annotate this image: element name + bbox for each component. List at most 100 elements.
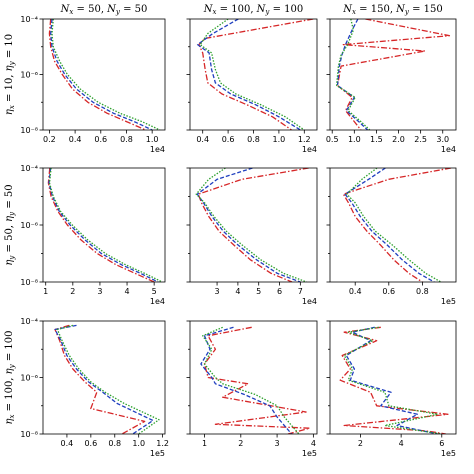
column-title-3-val-a: 150 — [371, 4, 390, 15]
panel-r2c2-series-2-line — [196, 168, 301, 282]
row-title-1-sym-b: η — [4, 65, 15, 71]
panel-r2c3-xtick-label-3: 0.8 — [416, 287, 429, 296]
panel-r3c1-xtick-label-5: 1.2 — [156, 439, 169, 448]
row-title-3-eq-b: = — [4, 350, 15, 365]
panel-r2c1-series-group — [47, 168, 163, 282]
row-title-2: ηy = 50, ηy = 50 — [4, 184, 16, 265]
panel-r2c1-ytick-label-2: 10⁻⁶ — [20, 221, 38, 230]
panel-r1c1-series-2-line — [50, 19, 153, 130]
panel-r3c1-ytick-label-1: 10⁻⁴ — [20, 317, 38, 326]
panel-r1c1-series-3-line — [51, 19, 161, 130]
row-title-2-eq-a: = — [4, 241, 15, 256]
row-title-2-sub-a: y — [8, 255, 16, 261]
row-title-1-comma: , — [4, 71, 15, 77]
panel-r2c3-series-group — [342, 168, 452, 282]
column-title-1-eq-b: = — [120, 4, 135, 15]
panel-r3c2-series-1-line — [203, 326, 311, 434]
column-title-2-sym-a: N — [203, 4, 214, 15]
panel-r1c2-xtick-label-3: 0.8 — [247, 135, 260, 144]
panel-r2c3-series-3-line — [346, 168, 442, 282]
panel-r3c2-xtick-label-1: 1 — [202, 439, 207, 448]
panel-r1c1-xtick-label-5: 1.0 — [146, 135, 159, 144]
panel-r3c1-series-group — [54, 324, 160, 434]
panel-r3c2-series-3-line — [202, 326, 300, 434]
panel-r1c1-xtick-label-1: 0.2 — [43, 135, 56, 144]
panel-r1c3-x-offset-label: 1e4 — [441, 145, 456, 154]
panel-r3c1-series-2-line — [54, 324, 154, 434]
panel-r1c2-x-offset-label: 1e4 — [302, 145, 317, 154]
row-title-3-comma: , — [4, 374, 15, 380]
panel-r1c1-ytick-label-2: 10⁻⁶ — [20, 71, 38, 80]
row-title-1-sub-b: y — [8, 60, 16, 66]
panel-r2c2-series-1-line — [197, 168, 309, 282]
panel-r1c3-series-3-line — [335, 19, 371, 130]
panel-r2c1-xtick-label-2: 2 — [70, 287, 75, 296]
panel-r3c1-x-offset-label: 1e5 — [150, 449, 165, 458]
row-title-3-val-b: 100 — [4, 331, 15, 350]
row-title-2-eq-b: = — [4, 197, 15, 212]
row-title-2-sym-a: η — [4, 260, 15, 266]
panel-r3c1-ytick-label-3: 10⁻⁸ — [20, 430, 38, 439]
panel-r2c1-xtick-label-4: 4 — [124, 287, 129, 296]
panel-r2c3-frame — [329, 167, 457, 283]
panel-r3c1-xtick-label-1: 0.4 — [61, 439, 74, 448]
column-title-2-comma: , — [250, 4, 256, 15]
column-title-3: Nx = 150, Ny = 150 — [342, 4, 442, 16]
column-title-1-val-a: 50 — [88, 4, 101, 15]
column-title-3-sub-b: y — [404, 8, 410, 16]
row-title-2-val-a: 50 — [4, 228, 15, 241]
panel-r3c3-x-offset-label: 1e5 — [441, 449, 456, 458]
column-title-3-sym-a: N — [342, 4, 353, 15]
panel-r1c1-xtick-label-4: 0.8 — [120, 135, 133, 144]
panel-r3c3-xtick-label-3: 6 — [439, 439, 444, 448]
panel-r2c3-xtick-label-2: 0.6 — [382, 287, 395, 296]
panel-r2c1-series-2-line — [48, 168, 159, 282]
row-title-3: ηx = 100, ηy = 100 — [4, 331, 16, 425]
column-title-1: Nx = 50, Ny = 50 — [60, 4, 148, 16]
row-title-3-sub-b: y — [8, 363, 16, 369]
panel-r2c2-frame — [189, 167, 318, 283]
column-title-1-val-b: 50 — [135, 4, 148, 15]
column-title-2-sub-b: y — [264, 8, 270, 16]
column-title-3-comma: , — [390, 4, 396, 15]
panel-r2c2-xtick-label-3: 5 — [256, 287, 261, 296]
column-title-3-val-b: 150 — [424, 4, 443, 15]
column-title-3-sub-a: x — [352, 8, 356, 16]
column-title-3-eq-a: = — [356, 4, 371, 15]
panel-r1c1-xtick-label-2: 0.4 — [69, 135, 82, 144]
row-title-1: ηx = 10, ηy = 10 — [4, 34, 16, 115]
panel-r1c2-xtick-label-1: 0.4 — [196, 135, 209, 144]
column-title-1-sub-a: x — [69, 8, 73, 16]
panel-r1c3-xtick-label-3: 1.5 — [370, 135, 383, 144]
panel-r3c2-series-2-line — [200, 326, 293, 434]
row-title-1-eq-a: = — [4, 90, 15, 105]
column-title-3-eq-b: = — [409, 4, 424, 15]
column-title-2-eq-b: = — [269, 4, 284, 15]
row-title-3-val-a: 100 — [4, 381, 15, 400]
panel-r3c1-xtick-label-4: 1.0 — [132, 439, 145, 448]
row-title-1-val-a: 10 — [4, 78, 15, 91]
column-title-1-eq-a: = — [73, 4, 88, 15]
row-title-2-comma: , — [4, 222, 15, 228]
panel-r3c1-ytick-label-2: 10⁻⁶ — [20, 374, 38, 383]
panel-r1c1-x-offset-label: 1e4 — [150, 145, 165, 154]
panel-r2c2-xtick-label-4: 6 — [277, 287, 282, 296]
panel-r2c1-xtick-label-5: 5 — [152, 287, 157, 296]
panel-r2c1-ytick-label-3: 10⁻⁸ — [20, 278, 38, 287]
column-title-1-comma: , — [101, 4, 107, 15]
panel-r1c2-series-1-line — [198, 19, 314, 130]
column-title-3-sym-b: N — [395, 4, 406, 15]
panel-r3c2-series-group — [200, 326, 311, 434]
panel-r3c3-series-group — [339, 326, 449, 434]
column-title-1-sym-b: N — [106, 4, 117, 15]
panel-r1c1-ytick-label-3: 10⁻⁸ — [20, 126, 38, 135]
panel-r2c2-series-3-line — [195, 168, 307, 282]
panel-r1c3-xtick-label-2: 1.0 — [348, 135, 361, 144]
